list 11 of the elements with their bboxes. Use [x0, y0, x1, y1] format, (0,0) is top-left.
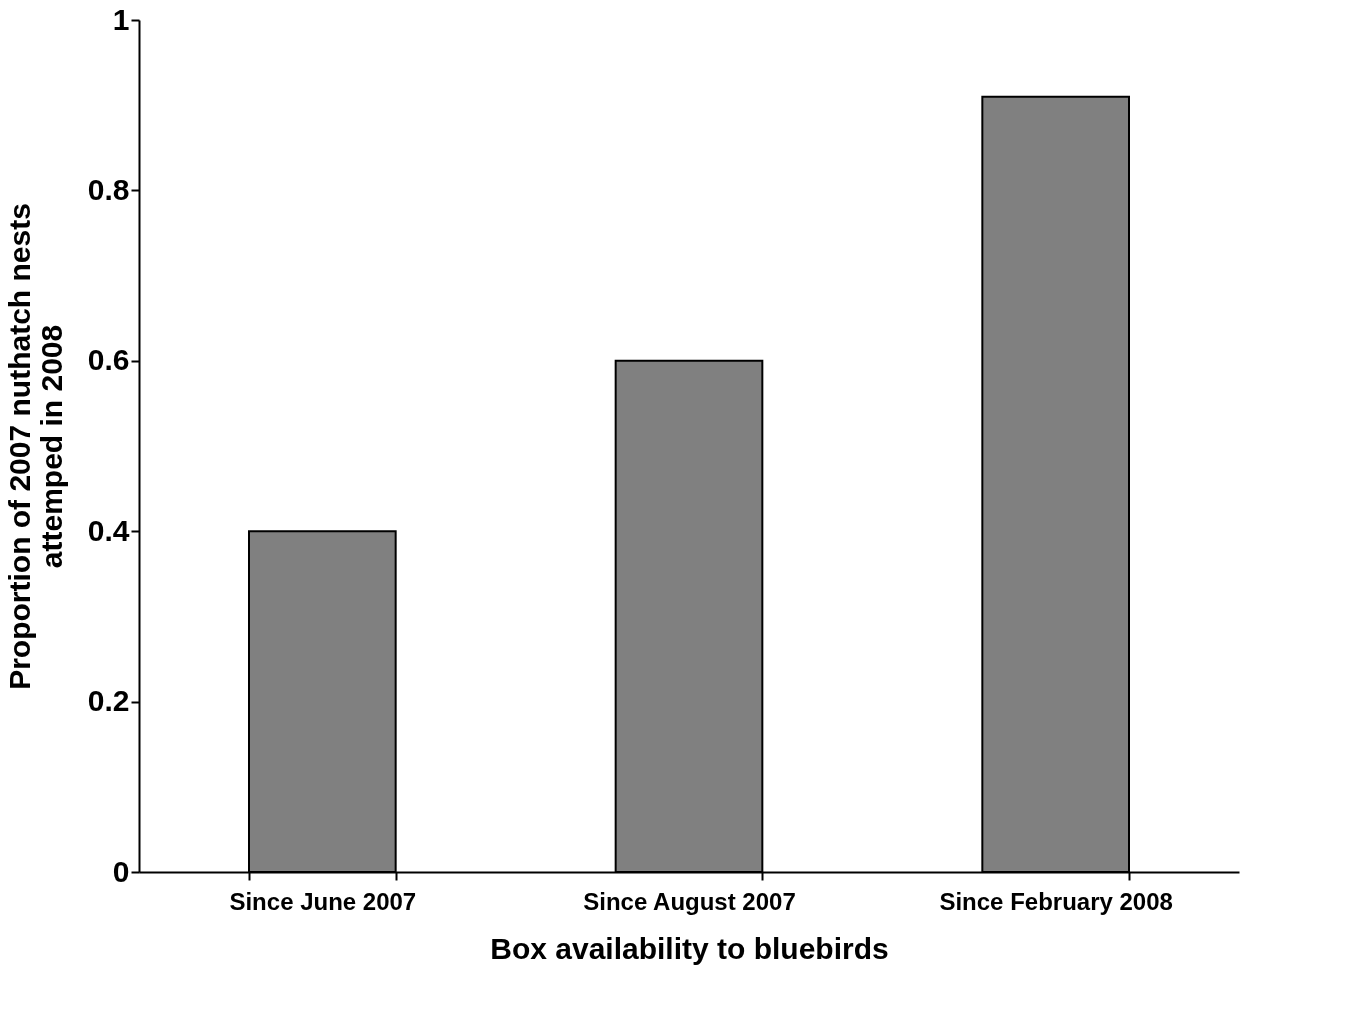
y-tick-label: 0.2 — [87, 684, 130, 718]
y-axis-title: Proportion of 2007 nuthatch nests attemped in 2008 — [2, 203, 68, 690]
x-tick-label: Since June 2007 — [229, 887, 417, 915]
x-tick-label: Since August 2007 — [583, 887, 796, 915]
x-axis-title: Box availability to bluebirds — [490, 931, 889, 965]
y-tick-label: 0.6 — [87, 343, 130, 377]
y-tick-label: 0.4 — [87, 513, 130, 547]
y-tick-label: 0 — [112, 854, 130, 888]
y-tick-label: 0.8 — [87, 172, 130, 206]
x-tick-label: Since February 2008 — [939, 887, 1173, 915]
y-tick-label: 1 — [112, 2, 130, 36]
